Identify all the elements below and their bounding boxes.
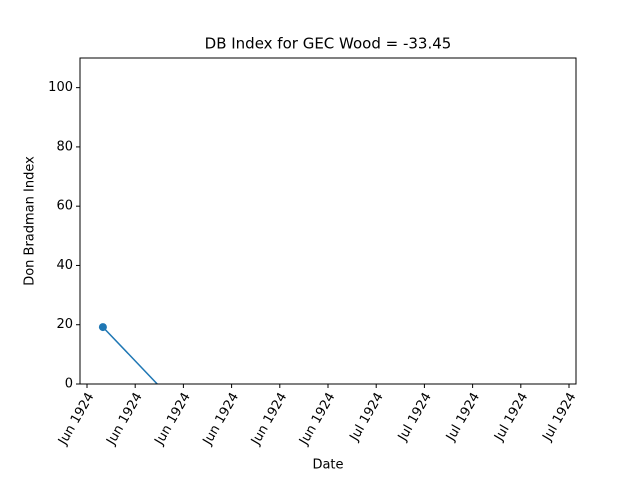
x-tick-label: Jun 1924 (200, 390, 242, 448)
y-tick-label: 0 (65, 377, 73, 392)
x-tick-label: Jul 1924 (491, 390, 531, 444)
y-axis-label: Don Bradman Index (23, 156, 38, 286)
x-tick-label: Jul 1924 (395, 390, 435, 444)
x-tick-label: Jul 1924 (443, 390, 483, 444)
plot-area (98, 323, 159, 384)
x-tick-label: Jul 1924 (347, 390, 387, 444)
x-tick-label: Jun 1924 (248, 390, 290, 448)
x-tick-label: Jun 1924 (296, 390, 338, 448)
x-tick-label: Jul 1924 (540, 390, 580, 444)
y-tick-label: 80 (56, 139, 73, 154)
x-tick-label: Jun 1924 (103, 390, 145, 448)
y-tick-label: 20 (56, 317, 73, 332)
point (98, 323, 107, 332)
line (102, 326, 159, 384)
y-tick-label: 100 (48, 80, 73, 95)
x-axis-label: Date (312, 458, 343, 473)
y-tick-label: 60 (56, 199, 73, 214)
chart-title: DB Index for GEC Wood = -33.45 (205, 35, 452, 53)
plot-frame (79, 57, 577, 385)
x-tick-label: Jun 1924 (55, 390, 97, 448)
x-tick-label: Jun 1924 (152, 390, 194, 448)
y-tick-label: 40 (56, 258, 73, 273)
